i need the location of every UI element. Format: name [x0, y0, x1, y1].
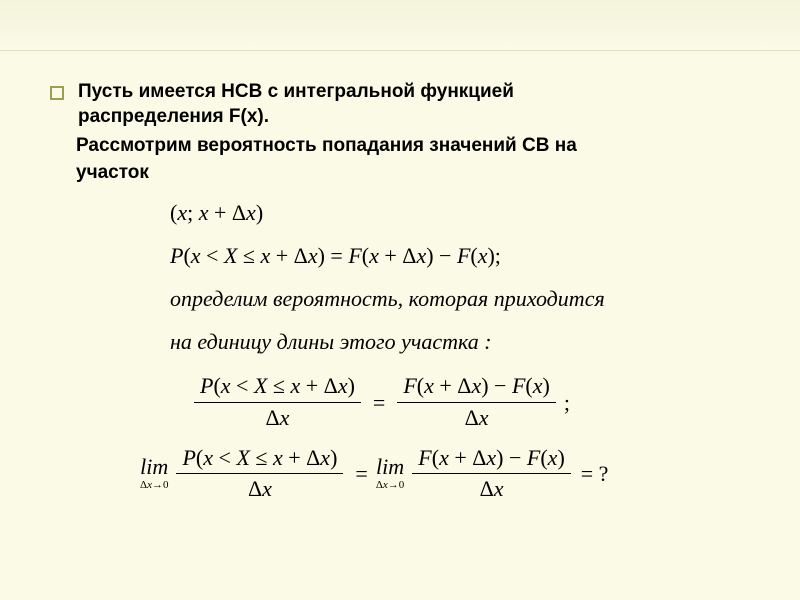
- square-bullet-icon: [50, 86, 64, 100]
- sub-text-1-line1: Рассмотрим вероятность попадания значени…: [76, 135, 577, 156]
- fraction-2: F(x + Δx) − F(x) Δx: [397, 373, 555, 431]
- equals-2: =: [355, 456, 367, 491]
- limit-1-sub: Δx→0: [140, 480, 168, 491]
- limit-2-label: lim: [376, 456, 404, 478]
- limit-2: lim Δx→0: [376, 456, 404, 491]
- math-note-1: определим вероятность, которая приходитс…: [170, 281, 750, 316]
- slide: Пусть имеется НСВ с интегральной функцие…: [0, 0, 800, 600]
- header-band: [0, 0, 800, 51]
- fraction-3-den: Δx: [176, 474, 343, 502]
- limit-2-sub: Δx→0: [376, 480, 404, 491]
- math-frac-row-1: P(x < X ≤ x + Δx) Δx = F(x + Δx) − F(x) …: [190, 373, 750, 431]
- fraction-3: P(x < X ≤ x + Δx) Δx: [176, 445, 343, 503]
- fraction-1: P(x < X ≤ x + Δx) Δx: [194, 373, 361, 431]
- fraction-4-num: F(x + Δx) − F(x): [412, 445, 570, 474]
- math-prob-eq: P(x < X ≤ x + Δx) = F(x + Δx) − F(x);: [170, 238, 750, 273]
- math-frac-row-2: lim Δx→0 P(x < X ≤ x + Δx) Δx = lim Δx→0…: [140, 445, 750, 503]
- sub-text-1-line2: участок: [76, 162, 149, 183]
- fraction-1-den: Δx: [194, 403, 361, 431]
- math-note-2: на единицу длины этого участка :: [170, 324, 750, 359]
- bullet-text-1: Пусть имеется НСВ с интегральной функцие…: [78, 80, 514, 129]
- bullet-text-1-line2: распределения F(x).: [78, 106, 269, 127]
- limit-1: lim Δx→0: [140, 456, 168, 491]
- fraction-1-num: P(x < X ≤ x + Δx): [194, 373, 361, 402]
- bullet-text-1-line1: Пусть имеется НСВ с интегральной функцие…: [78, 81, 514, 102]
- math-interval: (x; x + Δx): [170, 195, 750, 230]
- fraction-4: F(x + Δx) − F(x) Δx: [412, 445, 570, 503]
- bullet-item-1: Пусть имеется НСВ с интегральной функцие…: [50, 80, 750, 129]
- equals-1: =: [373, 385, 385, 420]
- fraction-4-den: Δx: [412, 474, 570, 502]
- fraction-2-num: F(x + Δx) − F(x): [397, 373, 555, 402]
- semicolon-1: ;: [564, 385, 570, 420]
- limit-1-label: lim: [140, 456, 168, 478]
- fraction-3-num: P(x < X ≤ x + Δx): [176, 445, 343, 474]
- math-block: (x; x + Δx) P(x < X ≤ x + Δx) = F(x + Δx…: [170, 195, 750, 503]
- sub-text-1: Рассмотрим вероятность попадания значени…: [76, 133, 750, 186]
- fraction-2-den: Δx: [397, 403, 555, 431]
- equals-question: = ?: [581, 456, 609, 491]
